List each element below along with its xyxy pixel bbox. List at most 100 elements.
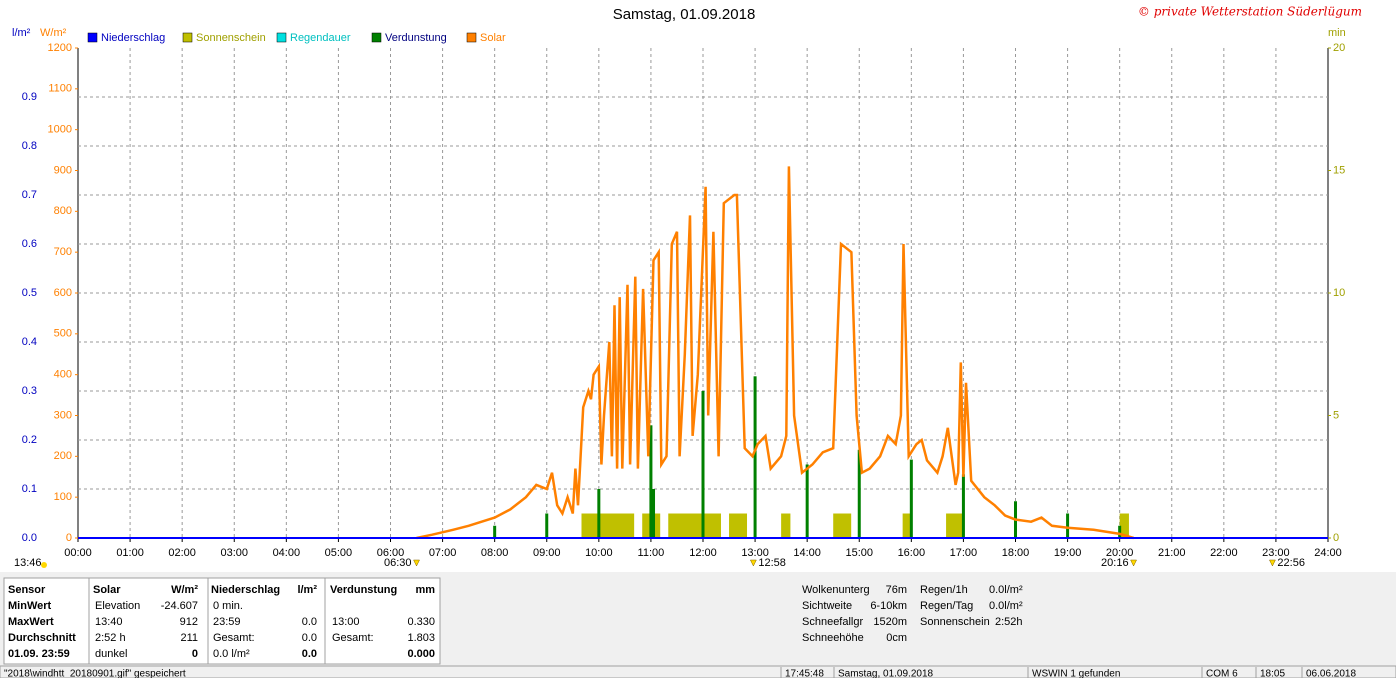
y3-tick-label: 20 (1333, 42, 1345, 54)
rain-label: Regen/Tag (920, 600, 973, 612)
y-tick-label: 400 (54, 369, 72, 381)
y-tick-label: 1000 (48, 124, 72, 136)
status-text: WSWIN 1 gefunden (1032, 669, 1120, 678)
panel-value: 211 (180, 632, 198, 644)
status-text: "2018\windhtt_20180901.gif" gespeichert (4, 669, 186, 678)
x-tick-label: 06:00 (377, 547, 405, 559)
info-label: Wolkenunterg (802, 584, 870, 596)
panel-value: 0 (192, 648, 198, 660)
y3-tick-label: 10 (1333, 287, 1345, 299)
y3-unit: min (1328, 27, 1346, 39)
x-tick-label: 03:00 (220, 547, 248, 559)
x-tick-label: 19:00 (1054, 547, 1082, 559)
status-text: 18:05 (1260, 669, 1285, 678)
info-value: 0cm (886, 632, 907, 644)
y-tick-label: 500 (54, 328, 72, 340)
bar (607, 513, 617, 538)
x-tick-label: 09:00 (533, 547, 561, 559)
x-tick-label: 11:00 (638, 547, 665, 559)
bar (902, 513, 912, 538)
y-tick-label: 300 (54, 409, 72, 421)
y2-unit: l/m² (12, 27, 31, 39)
bar (946, 513, 956, 538)
annotation-marker (41, 562, 47, 568)
bar (545, 513, 549, 538)
info-value: 1520m (873, 616, 907, 628)
annotation-label: 13:46 (14, 557, 42, 569)
y-tick-label: 900 (54, 164, 72, 176)
panel-table (3, 577, 441, 665)
y2-tick-label: 0.5 (22, 287, 37, 299)
legend-label: Sonnenschein (196, 32, 266, 44)
panel-cell: Elevation (95, 600, 140, 612)
panel-unit: l/m² (297, 584, 317, 596)
line (416, 166, 1135, 540)
annotation-label: 20:16 (1101, 557, 1129, 569)
legend-swatch (87, 32, 98, 43)
panel-value: 0.0 (302, 616, 317, 628)
x-tick-label: 16:00 (898, 547, 926, 559)
x-tick-label: 21:00 (1158, 547, 1186, 559)
x-tick-label: 14:00 (793, 547, 821, 559)
rain-label: Sonnenschein (920, 616, 990, 628)
rain-value: 2:52h (995, 616, 1023, 628)
bar (652, 489, 656, 538)
panel-header: Niederschlag (211, 584, 280, 596)
bar (954, 513, 964, 538)
annotation-marker (1269, 559, 1276, 567)
x-tick-label: 17:00 (950, 547, 978, 559)
y2-tick-label: 0.8 (22, 140, 37, 152)
panel-cell: Gesamt: (332, 632, 374, 644)
bar (857, 449, 861, 538)
bar (805, 464, 809, 538)
panel-cell: 2:52 h (95, 632, 126, 644)
panel-value: 1.803 (407, 632, 435, 644)
rain-value: 0.0l/m² (989, 584, 1023, 596)
bar (737, 513, 748, 538)
bar (1118, 525, 1122, 538)
bar (961, 474, 965, 538)
y2-tick-label: 0.9 (22, 91, 37, 103)
annotation-marker (1130, 559, 1137, 567)
x-tick-label: 01:00 (116, 547, 144, 559)
panel-value: 0.330 (407, 616, 435, 628)
copyright: © private Wetterstation Süderlügum (1138, 5, 1362, 19)
bar (649, 425, 653, 538)
y2-tick-label: 0.6 (22, 238, 37, 250)
chart-title: Samstag, 01.09.2018 (613, 6, 756, 23)
bar (676, 513, 687, 538)
legend-swatch (371, 32, 382, 43)
x-tick-label: 20:00 (1106, 547, 1134, 559)
bar (581, 513, 591, 538)
panel-header: Solar (93, 584, 121, 596)
y2-tick-label: 0.3 (22, 385, 37, 397)
bar (841, 513, 852, 538)
status-text: Samstag, 01.09.2018 (838, 669, 934, 678)
legend-label: Niederschlag (101, 32, 165, 44)
x-tick-label: 18:00 (1002, 547, 1030, 559)
y-tick-label: 200 (54, 450, 72, 462)
y-tick-label: 700 (54, 246, 72, 258)
panel-value: -24.607 (161, 600, 198, 612)
sensor-label: MinWert (8, 600, 52, 612)
sensor-label: 01.09. 23:59 (8, 648, 70, 660)
x-tick-label: 12:00 (689, 547, 717, 559)
y2-tick-label: 0.2 (22, 434, 37, 446)
panel-unit: W/m² (171, 584, 198, 596)
status-text: 17:45:48 (785, 669, 824, 678)
x-tick-label: 08:00 (481, 547, 509, 559)
y-tick-label: 1200 (48, 42, 72, 54)
bar (668, 513, 678, 538)
bar (1119, 513, 1129, 538)
y2-tick-label: 0.7 (22, 189, 37, 201)
annotation-marker (413, 559, 420, 567)
y-tick-label: 0 (66, 532, 72, 544)
bar (701, 391, 705, 538)
panel-value: 912 (180, 616, 198, 628)
x-tick-label: 13:00 (741, 547, 769, 559)
info-value: 76m (886, 584, 907, 596)
rain-label: Regen/1h (920, 584, 968, 596)
bar (493, 525, 497, 538)
y-tick-label: 800 (54, 205, 72, 217)
